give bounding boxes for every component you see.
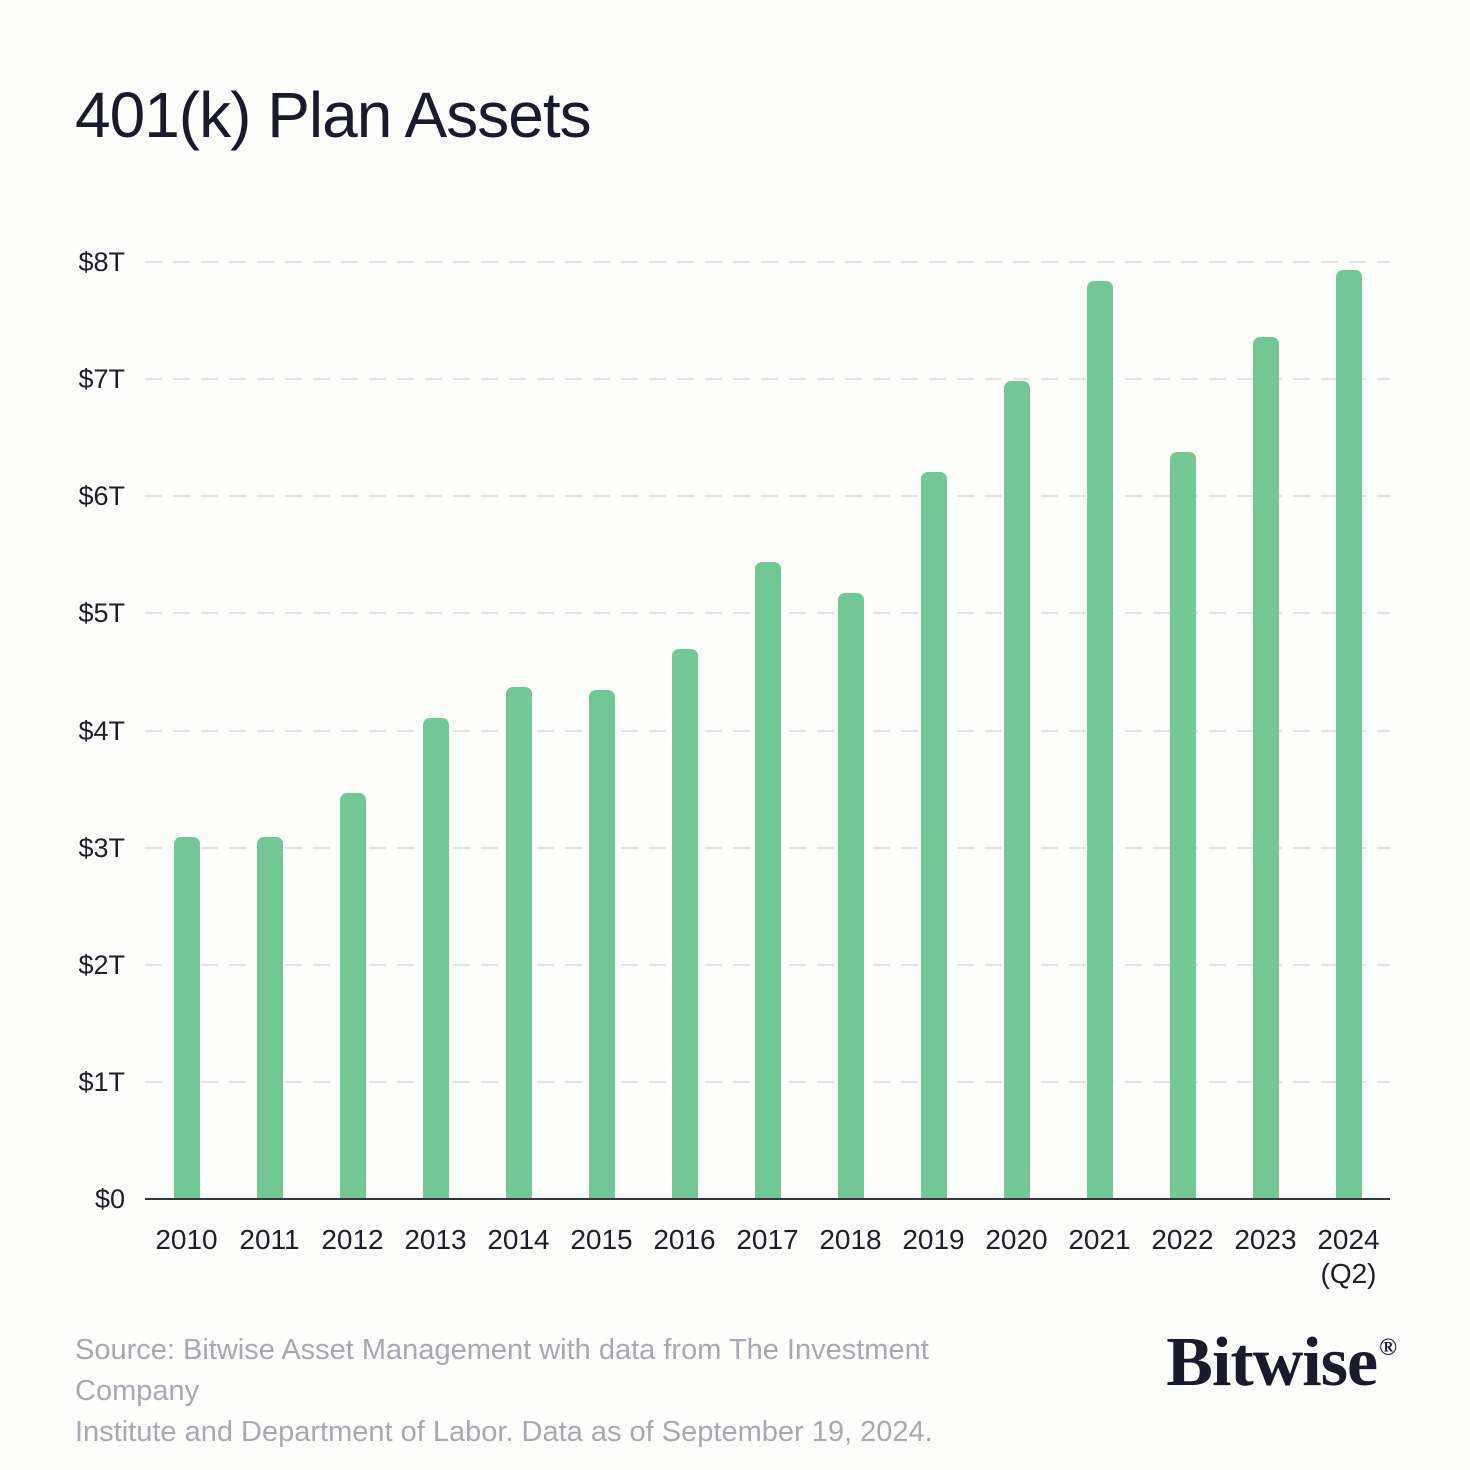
- x-axis-line: [145, 1197, 1390, 1200]
- gridline-8t: [145, 261, 1390, 263]
- x-tick-label-2024: 2024 (Q2): [1307, 1223, 1390, 1291]
- x-tick-label-2012: 2012: [321, 1224, 384, 1255]
- gridline-6t: [145, 495, 1390, 498]
- x-tick-label-2010: 2010: [155, 1224, 218, 1255]
- bar-2018: [837, 593, 864, 1199]
- bar-2020: [1003, 381, 1030, 1199]
- registered-trademark-icon: ®: [1379, 1334, 1397, 1361]
- bar-slot-2014: [477, 262, 560, 1199]
- bar-slot-2013: [394, 262, 477, 1199]
- x-tick-label-2021: 2021: [1068, 1224, 1131, 1255]
- x-tick-label-2019: 2019: [902, 1224, 965, 1255]
- plot-area: $0 $1T $2T $3T $4T $5T $6T $7T $8T 2010 2011 2012 2…: [78, 248, 1390, 1289]
- bar-2019: [920, 471, 947, 1199]
- x-axis-labels: 2010 2011 2012 2013 2014 2015 2016 2017 2018 2019…: [145, 1199, 1390, 1291]
- bitwise-logo-text: Bitwise: [1166, 1324, 1378, 1401]
- bar-2013: [422, 717, 449, 1199]
- bar-slot-2020: [975, 262, 1058, 1199]
- x-tick-label-2014: 2014: [487, 1224, 550, 1255]
- y-tick-label: $2T: [78, 949, 125, 980]
- bar-2015: [588, 689, 615, 1199]
- bar-2021: [1086, 280, 1113, 1199]
- x-tick-sublabel-2024: (Q2): [1320, 1258, 1377, 1289]
- y-tick-label: $4T: [78, 715, 125, 746]
- x-tick-label-2022: 2022: [1151, 1224, 1214, 1255]
- bar-slot-2022: [1141, 262, 1224, 1199]
- bar-slot-2010: [145, 262, 228, 1199]
- bar-2024: [1335, 270, 1362, 1199]
- bar-slot-2018: [809, 262, 892, 1199]
- y-tick-label: $3T: [78, 832, 125, 863]
- bar-2011: [256, 837, 283, 1199]
- x-tick-label-2013: 2013: [404, 1224, 467, 1255]
- bar-2010: [173, 837, 200, 1199]
- bar-slot-2019: [892, 262, 975, 1199]
- bar-slot-2016: [643, 262, 726, 1199]
- y-tick-label: $6T: [78, 481, 125, 512]
- bar-2022: [1169, 451, 1196, 1199]
- bar-slot-2023: [1224, 262, 1307, 1199]
- bar-2014: [505, 687, 532, 1199]
- bitwise-logo: Bitwise®: [1166, 1328, 1397, 1398]
- bar-slot-2021: [1058, 262, 1141, 1199]
- bar-2012: [339, 792, 366, 1199]
- source-text: Source: Bitwise Asset Management with da…: [75, 1330, 1055, 1453]
- y-tick-label: $8T: [78, 247, 125, 277]
- bar-slot-2015: [560, 262, 643, 1199]
- bars-layer: [145, 262, 1390, 1199]
- bar-2017: [754, 561, 781, 1199]
- x-tick-label-2011: 2011: [239, 1224, 300, 1255]
- bar-slot-2017: [726, 262, 809, 1199]
- chart-title: 401(k) Plan Assets: [75, 79, 592, 151]
- y-tick-label: $7T: [78, 364, 125, 395]
- gridline-7t: [145, 378, 1390, 381]
- y-tick-label: $1T: [78, 1066, 125, 1097]
- bar-slot-2012: [311, 262, 394, 1199]
- bar-slot-2024: [1307, 262, 1390, 1199]
- x-tick-label-2015: 2015: [570, 1224, 633, 1255]
- x-tick-label-2017: 2017: [736, 1224, 799, 1255]
- x-tick-label-2020: 2020: [985, 1224, 1048, 1255]
- y-tick-label: $5T: [78, 598, 125, 629]
- bar-2023: [1252, 336, 1279, 1199]
- y-tick-label: $0: [94, 1184, 125, 1214]
- bar-slot-2011: [228, 262, 311, 1199]
- source-line-2: Institute and Department of Labor. Data …: [75, 1416, 933, 1448]
- bar-2016: [671, 648, 698, 1199]
- x-tick-label-2023: 2023: [1234, 1224, 1297, 1255]
- x-tick-label-2018: 2018: [819, 1224, 882, 1255]
- source-line-1: Source: Bitwise Asset Management with da…: [75, 1334, 929, 1407]
- x-tick-label-2016: 2016: [653, 1224, 716, 1255]
